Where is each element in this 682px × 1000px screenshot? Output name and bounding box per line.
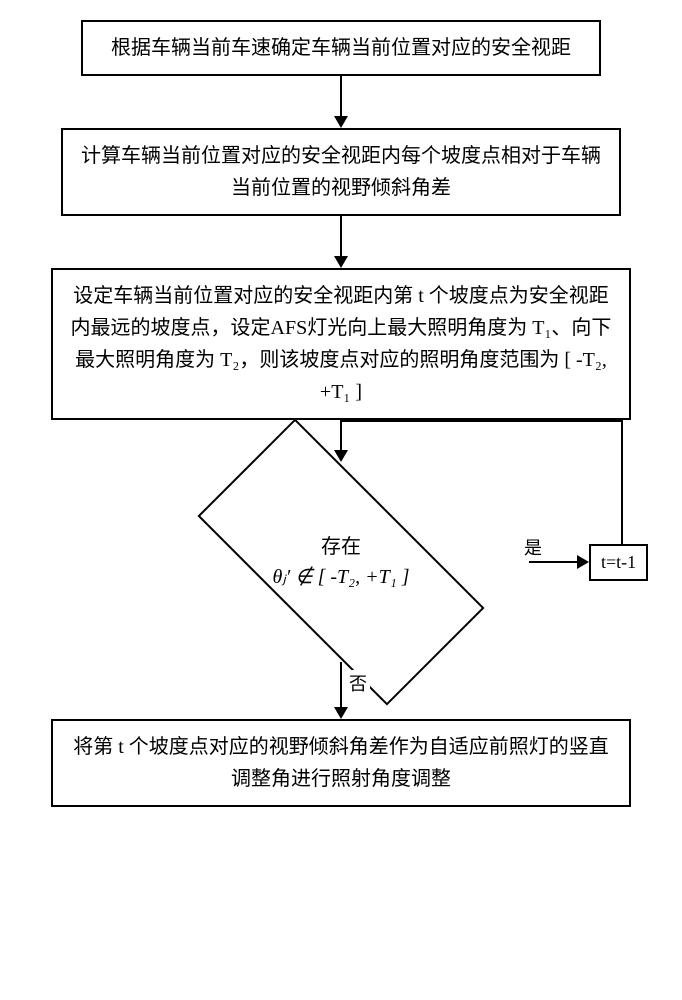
process-1-text: 根据车辆当前车速确定车辆当前位置对应的安全视距 — [111, 37, 571, 59]
process-4-text: 将第 t 个坡度点对应的视野倾斜角差作为自适应前照灯的竖直调整角进行照射角度调整 — [73, 736, 609, 790]
yes-label: 是 — [521, 534, 545, 560]
flowchart: 根据车辆当前车速确定车辆当前位置对应的安全视距 计算车辆当前位置对应的安全视距内… — [21, 20, 661, 807]
side-box-text: t=t-1 — [601, 552, 636, 572]
arrow-yes — [529, 561, 577, 563]
process-box-3: 设定车辆当前位置对应的安全视距内第 t 个坡度点为安全视距内最远的坡度点，设定A… — [51, 268, 631, 420]
feedback-vertical — [621, 420, 623, 544]
process-2-text: 计算车辆当前位置对应的安全视距内每个坡度点相对于车辆当前位置的视野倾斜角差 — [81, 145, 601, 199]
process-3-text: 设定车辆当前位置对应的安全视距内第 t 个坡度点为安全视距内最远的坡度点，设定A… — [71, 285, 612, 403]
arrow-3 — [334, 420, 348, 462]
process-box-4: 将第 t 个坡度点对应的视野倾斜角差作为自适应前照灯的竖直调整角进行照射角度调整 — [51, 719, 631, 807]
process-box-2: 计算车辆当前位置对应的安全视距内每个坡度点相对于车辆当前位置的视野倾斜角差 — [61, 128, 621, 216]
arrow-2 — [334, 216, 348, 268]
arrow-yes-head — [577, 555, 589, 569]
no-label: 否 — [346, 670, 370, 696]
decision-line1: 存在 — [211, 532, 471, 562]
decision-diamond: 存在 θⱼ′ ∉ [ -T₂, +T₁ ] — [151, 462, 531, 662]
arrow-no: 否 — [334, 662, 348, 719]
process-box-1: 根据车辆当前车速确定车辆当前位置对应的安全视距 — [81, 20, 601, 76]
side-box-tminus1: t=t-1 — [589, 544, 648, 581]
decision-formula: θⱼ′ ∉ [ -T₂, +T₁ ] — [211, 562, 471, 592]
feedback-horizontal — [341, 420, 623, 422]
arrow-1 — [334, 76, 348, 128]
decision-row: 存在 θⱼ′ ∉ [ -T₂, +T₁ ] 是 t=t-1 — [21, 462, 661, 662]
